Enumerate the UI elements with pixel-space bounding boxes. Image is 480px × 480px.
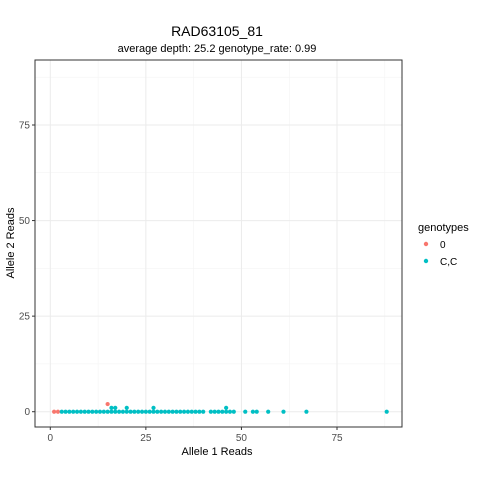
point-genotype-cc — [197, 409, 202, 414]
point-genotype-0 — [55, 409, 61, 414]
point-genotype-cc — [59, 409, 64, 414]
point-genotype-cc — [155, 409, 160, 414]
point-genotype-cc — [97, 409, 103, 414]
data-points — [52, 401, 389, 414]
point-genotype-cc — [71, 409, 76, 414]
point-genotype-0 — [52, 409, 57, 414]
point-genotype-cc — [181, 409, 187, 414]
point-genotype-cc — [109, 409, 114, 414]
y-tick-label: 0 — [24, 407, 30, 418]
point-genotype-cc — [220, 409, 225, 414]
chart-title: RAD63105_81 — [171, 23, 263, 39]
point-genotype-cc — [113, 405, 118, 410]
point-genotype-cc — [124, 405, 129, 410]
y-tick-label: 50 — [19, 216, 31, 227]
point-genotype-cc — [243, 409, 248, 414]
x-tick-label: 0 — [48, 433, 54, 444]
y-axis-title: Allele 2 Reads — [5, 207, 17, 278]
point-genotype-cc — [216, 409, 221, 414]
point-genotype-cc — [208, 409, 213, 414]
point-genotype-cc — [281, 409, 286, 414]
point-genotype-cc — [224, 405, 229, 410]
point-genotype-cc — [143, 409, 148, 414]
point-genotype-cc — [266, 409, 271, 414]
point-genotype-cc — [231, 409, 236, 414]
point-genotype-cc — [254, 409, 259, 414]
point-genotype-cc — [170, 409, 175, 414]
point-genotype-cc — [201, 409, 206, 414]
point-genotype-cc — [227, 409, 233, 414]
point-genotype-cc — [162, 409, 168, 414]
point-genotype-cc — [178, 409, 183, 414]
point-genotype-cc — [159, 409, 164, 414]
point-genotype-cc — [67, 409, 72, 414]
point-genotype-cc — [139, 409, 145, 414]
point-genotype-cc — [101, 409, 106, 414]
point-genotype-cc — [136, 409, 141, 414]
minor-gridlines — [35, 60, 402, 427]
point-genotype-cc — [105, 409, 110, 414]
point-genotype-cc — [63, 409, 68, 414]
point-genotype-cc — [174, 409, 179, 414]
point-genotype-cc — [90, 409, 95, 414]
point-genotype-cc — [86, 409, 91, 414]
x-tick-label: 25 — [140, 433, 152, 444]
y-tick-label: 25 — [19, 312, 31, 323]
legend-swatch-0 — [423, 241, 429, 247]
y-tick-label: 75 — [19, 120, 31, 131]
legend-label-cc: C,C — [440, 257, 457, 268]
legend: genotypes 0 C,C — [418, 222, 469, 268]
point-genotype-cc — [189, 409, 194, 414]
x-tick-label: 75 — [331, 433, 343, 444]
point-genotype-cc — [384, 409, 389, 414]
x-axis-title: Allele 1 Reads — [182, 446, 253, 458]
legend-swatch-cc — [423, 258, 429, 264]
point-genotype-cc — [132, 409, 137, 414]
chart-subtitle: average depth: 25.2 genotype_rate: 0.99 — [118, 43, 317, 55]
point-genotype-cc — [224, 409, 229, 414]
x-tick-label: 50 — [236, 433, 248, 444]
point-genotype-cc — [212, 409, 217, 414]
x-axis-ticks: 0 25 50 75 — [48, 427, 343, 444]
legend-title: genotypes — [418, 222, 469, 234]
point-genotype-cc — [124, 409, 129, 414]
point-genotype-cc — [304, 409, 309, 414]
point-genotype-cc — [151, 409, 156, 414]
point-genotype-cc — [185, 409, 191, 414]
point-genotype-cc — [109, 405, 114, 410]
plot-border — [34, 59, 403, 428]
point-genotype-cc — [94, 409, 99, 414]
plot-panel — [35, 60, 402, 427]
point-genotype-cc — [193, 409, 198, 414]
point-genotype-cc — [74, 409, 80, 414]
point-genotype-cc — [120, 409, 126, 414]
point-genotype-cc — [82, 409, 87, 414]
point-genotype-cc — [166, 409, 171, 414]
point-genotype-cc — [147, 409, 152, 414]
point-genotype-cc — [78, 409, 83, 414]
point-genotype-cc — [151, 405, 156, 410]
y-axis-ticks: 0 25 50 75 — [19, 120, 35, 418]
point-genotype-cc — [128, 409, 133, 414]
point-genotype-cc — [113, 409, 118, 414]
point-genotype-cc — [117, 409, 122, 414]
point-genotype-cc — [250, 409, 256, 414]
legend-label-0: 0 — [440, 240, 446, 251]
point-genotype-0 — [105, 401, 110, 407]
